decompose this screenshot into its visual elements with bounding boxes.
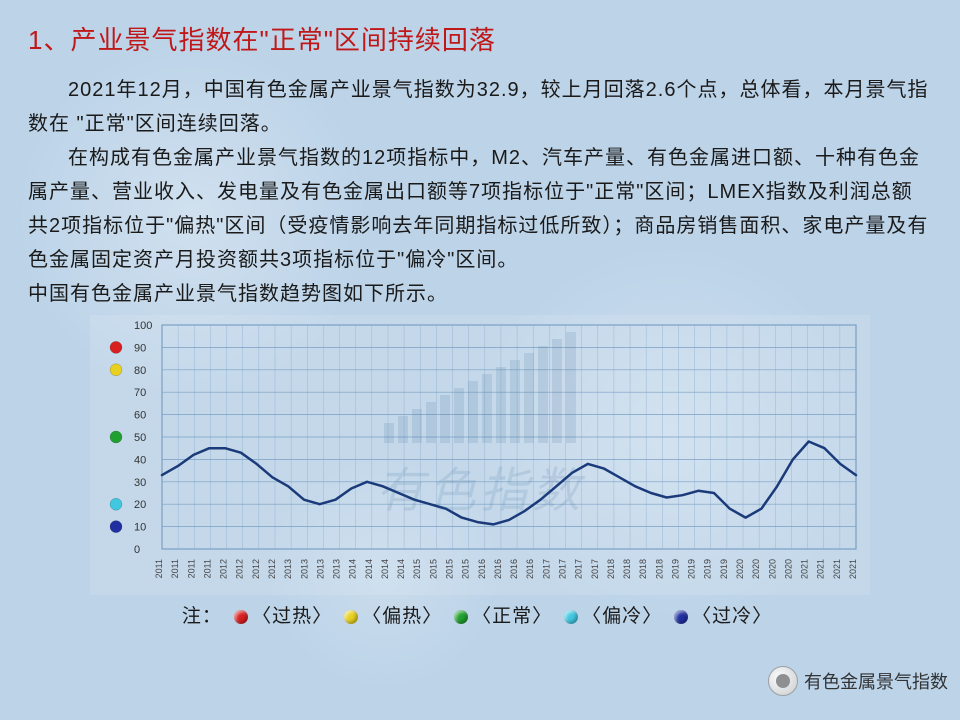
svg-text:2019: 2019 [670, 559, 680, 579]
svg-text:2011: 2011 [202, 559, 212, 578]
svg-text:2019: 2019 [687, 559, 697, 579]
legend-dot [674, 610, 688, 624]
svg-text:2018: 2018 [622, 559, 632, 579]
svg-text:2013: 2013 [332, 559, 342, 579]
legend-label: 〈过热〉 [252, 606, 332, 627]
paragraph-2: 在构成有色金属产业景气指数的12项指标中，M2、汽车产量、有色金属进口额、十种有… [28, 141, 932, 277]
svg-text:2013: 2013 [299, 559, 309, 579]
svg-text:10: 10 [134, 522, 146, 534]
watermark-text: 有色金属景气指数 [804, 668, 948, 694]
svg-text:2011: 2011 [186, 559, 196, 578]
svg-text:2018: 2018 [606, 559, 616, 579]
svg-text:2019: 2019 [703, 559, 713, 579]
svg-text:20: 20 [134, 499, 146, 511]
svg-text:2016: 2016 [493, 559, 503, 579]
svg-text:2013: 2013 [283, 559, 293, 579]
svg-text:2020: 2020 [751, 559, 761, 579]
svg-text:2015: 2015 [461, 559, 471, 579]
svg-text:2021: 2021 [832, 559, 842, 579]
legend-item: 〈偏冷〉 [564, 606, 662, 627]
svg-text:2014: 2014 [396, 559, 406, 579]
svg-text:70: 70 [134, 387, 146, 399]
legend-prefix: 注： [182, 606, 222, 627]
chart-legend: 注： 〈过热〉 〈偏热〉 〈正常〉 〈偏冷〉 〈过冷〉 [28, 601, 932, 628]
svg-text:2014: 2014 [380, 559, 390, 579]
legend-item: 〈过冷〉 [674, 606, 772, 627]
svg-text:2015: 2015 [445, 559, 455, 579]
svg-text:2017: 2017 [541, 559, 551, 579]
svg-text:2020: 2020 [767, 559, 777, 579]
svg-text:2016: 2016 [509, 559, 519, 579]
chart-intro: 中国有色金属产业景气指数趋势图如下所示。 [28, 277, 932, 311]
svg-text:2021: 2021 [800, 559, 810, 579]
svg-text:80: 80 [134, 365, 146, 377]
legend-label: 〈偏热〉 [362, 606, 442, 627]
legend-dot [344, 610, 358, 624]
svg-text:100: 100 [134, 320, 152, 332]
svg-text:2012: 2012 [219, 559, 229, 579]
svg-text:2012: 2012 [267, 559, 277, 579]
svg-text:2014: 2014 [364, 559, 374, 579]
svg-text:0: 0 [134, 544, 140, 556]
svg-text:50: 50 [134, 432, 146, 444]
trend-chart: 有色指数 01020304050607080901002011201120112… [90, 315, 870, 595]
paragraph-1: 2021年12月，中国有色金属产业景气指数为32.9，较上月回落2.6个点，总体… [28, 73, 932, 141]
svg-text:60: 60 [134, 410, 146, 422]
svg-text:40: 40 [134, 454, 146, 466]
legend-item: 〈正常〉 [454, 606, 552, 627]
legend-item: 〈偏热〉 [344, 606, 442, 627]
svg-text:2015: 2015 [412, 559, 422, 579]
legend-dot [454, 610, 468, 624]
svg-text:2018: 2018 [654, 559, 664, 579]
svg-text:2021: 2021 [848, 559, 858, 579]
legend-item: 〈过热〉 [234, 606, 332, 627]
svg-text:2016: 2016 [477, 559, 487, 579]
svg-text:2014: 2014 [348, 559, 358, 579]
svg-text:2020: 2020 [783, 559, 793, 579]
section-title: 1、产业景气指数在"正常"区间持续回落 [28, 20, 932, 57]
svg-text:30: 30 [134, 477, 146, 489]
svg-text:2016: 2016 [525, 559, 535, 579]
svg-text:2011: 2011 [170, 559, 180, 578]
svg-text:2013: 2013 [315, 559, 325, 579]
legend-dot [564, 610, 578, 624]
svg-text:2017: 2017 [557, 559, 567, 579]
legend-dot [234, 610, 248, 624]
svg-text:2017: 2017 [590, 559, 600, 579]
svg-text:2012: 2012 [251, 559, 261, 579]
svg-text:2012: 2012 [235, 559, 245, 579]
svg-text:90: 90 [134, 342, 146, 354]
legend-label: 〈过冷〉 [692, 606, 772, 627]
svg-text:2011: 2011 [154, 559, 164, 578]
watermark-icon [768, 666, 798, 696]
legend-label: 〈正常〉 [472, 606, 552, 627]
svg-text:2019: 2019 [719, 559, 729, 579]
legend-label: 〈偏冷〉 [582, 606, 662, 627]
svg-text:2017: 2017 [574, 559, 584, 579]
source-watermark: 有色金属景气指数 [768, 666, 948, 696]
svg-text:2018: 2018 [638, 559, 648, 579]
svg-text:2021: 2021 [816, 559, 826, 579]
svg-text:2015: 2015 [428, 559, 438, 579]
svg-text:2020: 2020 [735, 559, 745, 579]
